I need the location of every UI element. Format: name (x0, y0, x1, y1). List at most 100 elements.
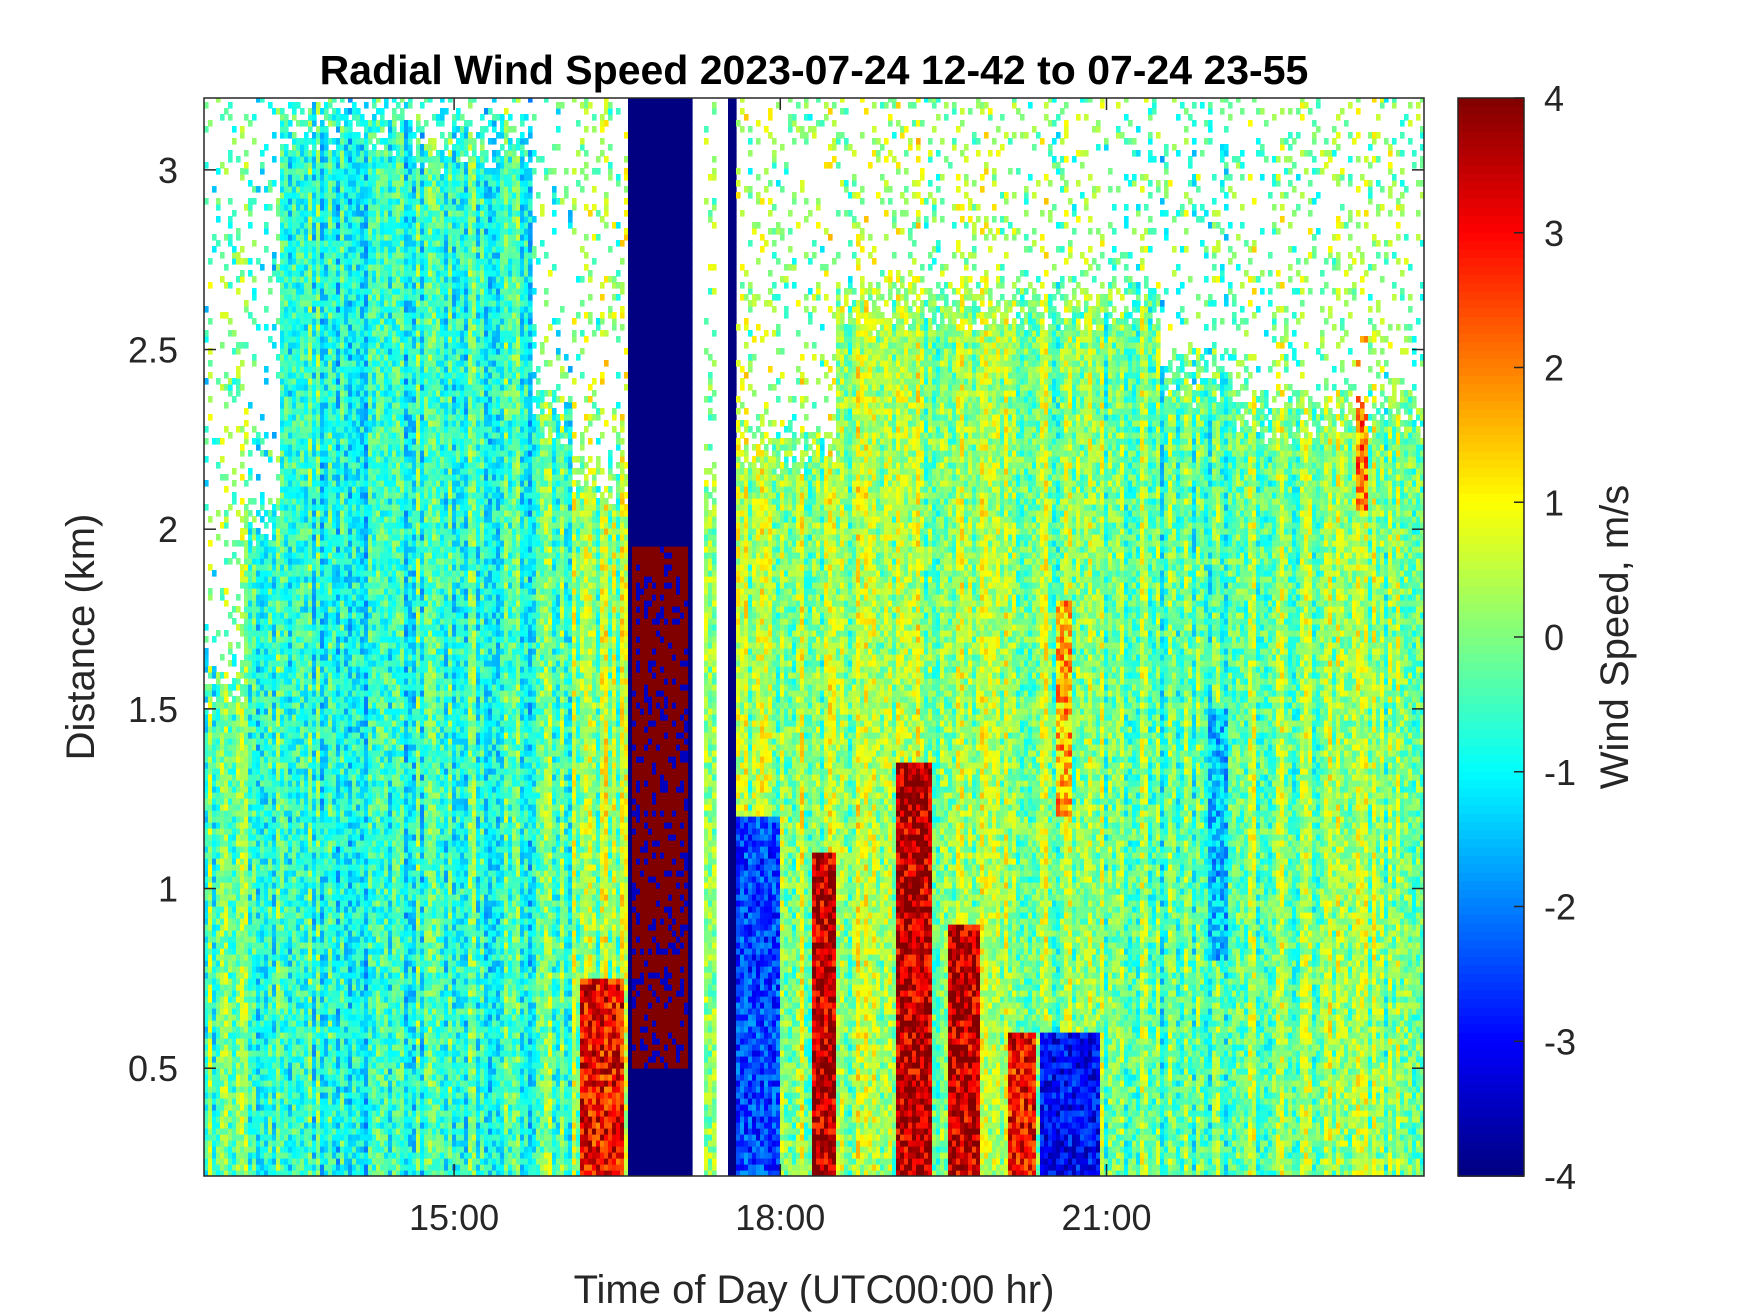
heatmap-cell (256, 930, 261, 937)
heatmap-cell (276, 690, 281, 697)
heatmap-cell (276, 990, 281, 997)
heatmap-cell (228, 942, 233, 949)
heatmap-cell (268, 1020, 273, 1027)
heatmap-cell (240, 1008, 245, 1015)
heatmap-cell (340, 762, 345, 769)
heatmap-cell (336, 1032, 341, 1039)
heatmap-cell (236, 1014, 241, 1021)
heatmap-cell (288, 228, 293, 235)
heatmap-cell (328, 618, 333, 625)
heatmap-cell (296, 948, 301, 955)
heatmap-cell (212, 936, 217, 943)
heatmap-cell (324, 678, 329, 685)
heatmap-cell (296, 432, 301, 439)
heatmap-cell (284, 846, 289, 853)
heatmap-cell (212, 666, 217, 673)
heatmap-cell (340, 654, 345, 661)
heatmap-cell (312, 654, 317, 661)
heatmap-cell (232, 348, 237, 355)
heatmap-cell (208, 954, 213, 961)
heatmap-cell (260, 972, 265, 979)
heatmap-cell (300, 756, 305, 763)
heatmap-cell (332, 528, 337, 535)
heatmap-cell (340, 630, 345, 637)
heatmap-cell (280, 1134, 285, 1141)
heatmap-cell (268, 726, 273, 733)
heatmap-cell (312, 576, 317, 583)
heatmap-cell (312, 426, 317, 433)
heatmap-cell (320, 792, 325, 799)
heatmap-cell (328, 726, 333, 733)
heatmap-cell (296, 228, 301, 235)
heatmap-cell (260, 750, 265, 757)
heatmap-cell (268, 918, 273, 925)
heatmap-cell (308, 438, 313, 445)
heatmap-cell (340, 288, 345, 295)
heatmap-cell (300, 588, 305, 595)
heatmap-cell (284, 1056, 289, 1063)
heatmap-cell (280, 1068, 285, 1075)
heatmap-cell (264, 786, 269, 793)
heatmap-cell (204, 126, 209, 133)
heatmap-cell (256, 1056, 261, 1063)
heatmap-cell (304, 972, 309, 979)
heatmap-cell (336, 444, 341, 451)
heatmap-cell (336, 936, 341, 943)
heatmap-cell (244, 1032, 249, 1039)
heatmap-cell (248, 1056, 253, 1063)
heatmap-cell (332, 114, 337, 121)
heatmap-cell (320, 948, 325, 955)
heatmap-cell (288, 774, 293, 781)
heatmap-cell (328, 594, 333, 601)
heatmap-cell (252, 750, 257, 757)
heatmap-cell (288, 168, 293, 175)
heatmap-cell (304, 276, 309, 283)
heatmap-cell (208, 516, 213, 523)
heatmap-cell (300, 1068, 305, 1075)
heatmap-cell (340, 516, 345, 523)
heatmap-cell (324, 942, 329, 949)
heatmap-cell (204, 762, 209, 769)
heatmap-cell (240, 780, 245, 787)
heatmap-cell (288, 336, 293, 343)
heatmap-cell (304, 414, 309, 421)
heatmap-cell (256, 810, 261, 817)
heatmap-cell (268, 786, 273, 793)
heatmap-cell (324, 216, 329, 223)
heatmap-cell (252, 990, 257, 997)
heatmap-cell (328, 252, 333, 259)
heatmap-cell (308, 534, 313, 541)
heatmap-cell (340, 624, 345, 631)
heatmap-cell (316, 210, 321, 217)
heatmap-cell (268, 666, 273, 673)
heatmap-cell (312, 750, 317, 757)
heatmap-cell (328, 1038, 333, 1045)
heatmap-cell (296, 468, 301, 475)
heatmap-cell (312, 702, 317, 709)
heatmap-cell (304, 324, 309, 331)
heatmap-cell (224, 840, 229, 847)
heatmap-cell (240, 132, 245, 139)
heatmap-cell (284, 324, 289, 331)
heatmap-cell (236, 948, 241, 955)
heatmap-cell (328, 474, 333, 481)
heatmap-cell (336, 1068, 341, 1075)
heatmap-cell (220, 930, 225, 937)
heatmap-cell (300, 294, 305, 301)
heatmap-cell (236, 390, 241, 397)
heatmap-cell (232, 834, 237, 841)
heatmap-cell (292, 1080, 297, 1087)
heatmap-cell (248, 540, 253, 547)
heatmap-cell (280, 258, 285, 265)
heatmap-cell (308, 858, 313, 865)
heatmap-cell (248, 1146, 253, 1153)
heatmap-cell (236, 1050, 241, 1057)
heatmap-cell (304, 1092, 309, 1099)
heatmap-cell (340, 828, 345, 835)
heatmap-cell (232, 1050, 237, 1057)
heatmap-cell (280, 924, 285, 931)
heatmap-cell (276, 540, 281, 547)
heatmap-cell (288, 732, 293, 739)
heatmap-cell (240, 954, 245, 961)
heatmap-cell (208, 822, 213, 829)
